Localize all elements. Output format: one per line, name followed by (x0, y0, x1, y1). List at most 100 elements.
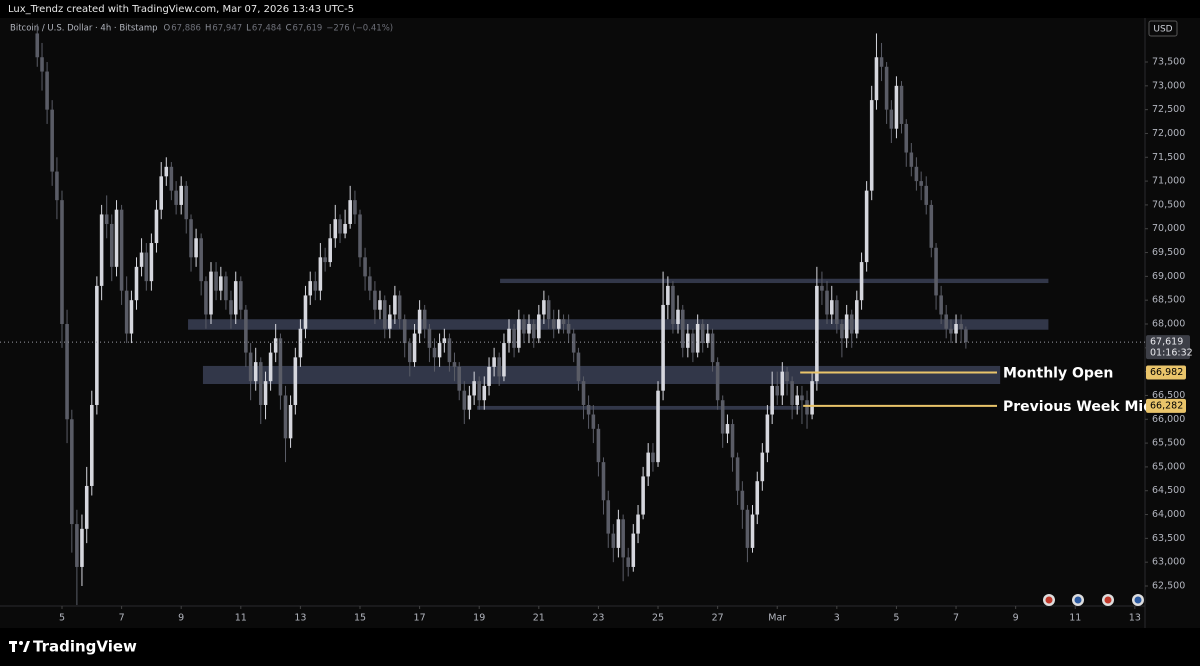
candle-body (616, 519, 621, 548)
logo-part (23, 641, 30, 652)
x-tick-label: 19 (473, 613, 485, 624)
candle-body (855, 300, 859, 334)
x-tick-label: 7 (953, 613, 959, 624)
candle-body (214, 271, 218, 291)
currency: USD (1153, 25, 1172, 35)
candle-body (651, 452, 655, 463)
candle-body (964, 329, 968, 343)
candle-body (487, 366, 491, 386)
candle-body (874, 57, 879, 101)
candle-body (497, 357, 501, 377)
candle-body (70, 419, 74, 525)
x-tick-label: 25 (652, 613, 664, 624)
candle-body (55, 171, 59, 201)
candle-body (442, 338, 447, 344)
x-tick-label: 27 (712, 613, 724, 624)
candle-body (775, 385, 780, 396)
candle-body (859, 262, 864, 301)
candle-body (114, 209, 119, 267)
candle-body (244, 309, 248, 353)
zone (477, 405, 801, 410)
candle-body (134, 266, 139, 301)
event-icons (1043, 594, 1144, 606)
candle-body (720, 400, 725, 434)
legend-text: L (246, 24, 251, 34)
candle-body (725, 424, 730, 434)
x-tick-label: 9 (178, 613, 184, 624)
candle-body (283, 395, 288, 439)
event-icon-flag (1074, 596, 1082, 604)
candle-body (656, 390, 660, 463)
candle-body (84, 485, 89, 529)
candle-body (581, 381, 586, 405)
candle-body (770, 385, 774, 415)
x-tick-label: 5 (59, 613, 65, 624)
candle-body (661, 304, 665, 391)
x-tick-label: 17 (414, 613, 426, 624)
candle-body (417, 309, 422, 334)
candle-body (397, 295, 402, 320)
candle-body (447, 338, 452, 363)
level-label: Monthly Open (1003, 365, 1113, 381)
candle-body (45, 71, 49, 110)
currency-box[interactable] (1148, 20, 1178, 37)
last-price-label: 67,619 (1150, 337, 1183, 348)
candle-body (686, 333, 690, 348)
x-tick-label: 3 (834, 613, 840, 624)
candle-body (641, 476, 645, 515)
candle-body (189, 219, 193, 258)
candle-body (248, 352, 253, 382)
countdown: 01:16:32 (1150, 348, 1193, 359)
candle-body (760, 452, 765, 482)
candle-body (780, 371, 785, 396)
x-tick-label: 9 (1013, 613, 1019, 624)
candle-body (527, 324, 531, 334)
zone (202, 365, 1001, 385)
candle-body (99, 214, 104, 286)
event-icon-flag (1045, 596, 1053, 604)
candle-body (407, 343, 412, 363)
candle-body (184, 185, 189, 220)
candle-body (422, 309, 427, 329)
y-tick-label: 69,500 (1152, 247, 1185, 258)
candle-body (293, 357, 298, 405)
candle-body (75, 524, 79, 567)
y-tick-label: 73,000 (1152, 80, 1185, 91)
candle-body (954, 324, 958, 334)
y-tick-label: 65,000 (1152, 461, 1185, 472)
candle-body (829, 300, 834, 315)
candle-body (303, 295, 308, 329)
candle-body (462, 390, 467, 410)
candle-body (318, 257, 323, 291)
candle-body (606, 500, 611, 534)
candle-body (353, 200, 357, 215)
candle-body (502, 343, 506, 377)
candle-body (939, 295, 943, 315)
x-tick-label: 13 (1129, 613, 1141, 624)
legend-text: 67,947 (212, 24, 242, 34)
candle-body (348, 200, 352, 224)
candle-body (273, 338, 278, 353)
y-tick-label: 63,500 (1152, 533, 1185, 544)
legend-text: −276 (−0.41%) (326, 24, 393, 34)
candle-body (611, 533, 616, 548)
candle-body (765, 414, 770, 453)
level-price-label: 66,982 (1150, 367, 1183, 378)
candle-body (258, 362, 263, 405)
candle-body (929, 204, 934, 248)
candle-body (546, 300, 551, 320)
credit: Lux_Trendz created with TradingView.com,… (8, 4, 354, 15)
y-tick-label: 69,000 (1152, 271, 1185, 282)
y-tick-label: 66,500 (1152, 390, 1185, 401)
x-tick-label: 13 (294, 613, 306, 624)
candle-body (849, 314, 854, 334)
x-tick-label: 11 (235, 613, 247, 624)
candle-body (919, 181, 923, 186)
candle-body (730, 424, 735, 458)
candle-body (904, 123, 909, 153)
candle-body (233, 281, 238, 315)
candle-body (646, 452, 650, 477)
x-tick-label: Mar (768, 613, 786, 624)
candle-body (795, 395, 799, 405)
